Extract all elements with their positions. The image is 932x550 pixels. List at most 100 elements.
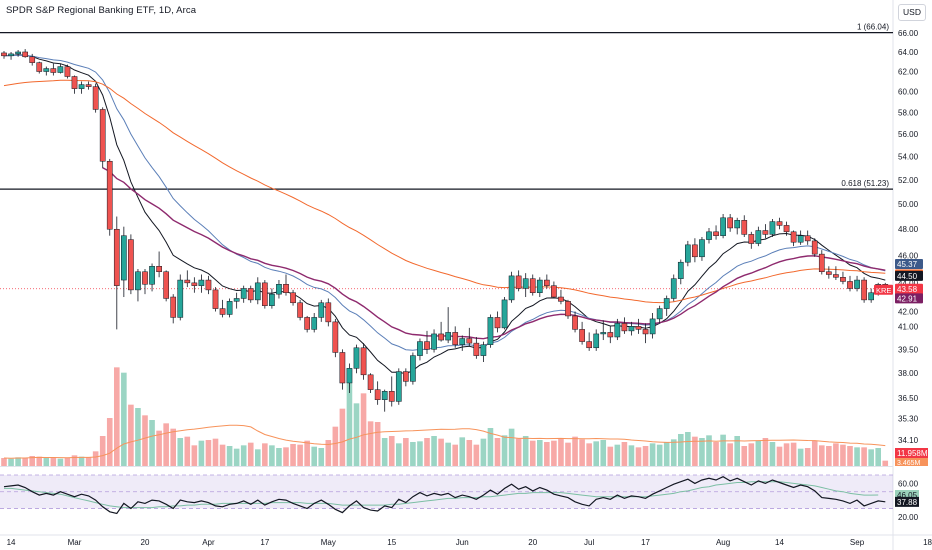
volume-bar bbox=[663, 442, 670, 466]
candle-body bbox=[240, 288, 247, 299]
candle-body bbox=[50, 68, 57, 73]
time-axis-label: 14 bbox=[7, 538, 16, 547]
candle-body bbox=[480, 344, 487, 356]
volume-bar bbox=[114, 367, 120, 466]
candle-body bbox=[360, 347, 367, 376]
price-tick-label: 50.00 bbox=[898, 200, 919, 209]
candle-body bbox=[579, 329, 585, 342]
volume-bar bbox=[811, 440, 818, 466]
volume-bar bbox=[311, 446, 317, 466]
candle-body bbox=[508, 275, 515, 301]
candle-body bbox=[847, 281, 853, 289]
volume-bar bbox=[819, 445, 825, 466]
time-axis-label: Sep bbox=[850, 538, 865, 547]
candle-body bbox=[685, 244, 691, 263]
chart-title: SPDR S&P Regional Banking ETF, 1D, Arca bbox=[6, 5, 197, 16]
candle-body bbox=[536, 279, 543, 293]
volume-bar bbox=[826, 446, 832, 466]
volume-bar bbox=[170, 428, 176, 466]
volume-bar bbox=[544, 442, 550, 466]
candle-body bbox=[833, 274, 839, 278]
volume-bar bbox=[212, 438, 219, 466]
fib-level-label: 0.618 (51.23) bbox=[841, 179, 889, 188]
candle-body bbox=[64, 66, 71, 77]
volume-bar bbox=[720, 434, 726, 466]
volume-bar bbox=[882, 460, 889, 466]
candle-body bbox=[840, 277, 846, 282]
volume-bar bbox=[783, 443, 790, 466]
currency-button[interactable]: USD bbox=[898, 4, 926, 21]
volume-bar bbox=[494, 438, 501, 466]
price-tick-label: 56.00 bbox=[898, 130, 919, 139]
volume-bar bbox=[262, 443, 268, 466]
candle-body bbox=[332, 321, 339, 353]
candle-body bbox=[106, 160, 113, 230]
volume-bar bbox=[332, 426, 339, 466]
candle-body bbox=[642, 329, 649, 335]
rsi-ma-line bbox=[4, 481, 879, 509]
candle-body bbox=[92, 86, 99, 110]
volume-bar bbox=[15, 457, 21, 466]
candle-body bbox=[713, 231, 719, 236]
volume-bar bbox=[727, 443, 733, 466]
time-axis-label: 15 bbox=[387, 538, 396, 547]
volume-bar bbox=[381, 438, 388, 466]
time-axis-label: Apr bbox=[202, 538, 215, 547]
volume-bar bbox=[797, 448, 804, 466]
candle-body bbox=[269, 293, 275, 306]
volume-bar bbox=[92, 451, 99, 466]
volume-bar bbox=[128, 404, 134, 466]
volume-bar bbox=[339, 408, 346, 466]
candle-body bbox=[205, 279, 212, 291]
volume-bar bbox=[325, 440, 332, 466]
volume-bar bbox=[861, 447, 867, 466]
volume-bar bbox=[755, 440, 762, 466]
rsi-value-tag bbox=[895, 490, 919, 501]
volume-bar bbox=[283, 447, 289, 466]
volume-bar bbox=[22, 458, 28, 466]
candle-body bbox=[325, 302, 332, 323]
price-tick-label: 34.10 bbox=[898, 436, 919, 445]
candle-body bbox=[487, 317, 494, 345]
volume-bar bbox=[558, 438, 564, 466]
candle-body bbox=[734, 220, 741, 229]
candle-body bbox=[621, 323, 628, 332]
candle-body bbox=[769, 221, 776, 235]
time-axis-label: 14 bbox=[775, 538, 784, 547]
volume-bar bbox=[367, 421, 374, 466]
candle-body bbox=[339, 352, 346, 384]
candle-body bbox=[276, 284, 282, 295]
candle-body bbox=[43, 68, 50, 72]
rsi-value-text: 46.05 bbox=[897, 491, 918, 500]
volume-bar bbox=[614, 444, 621, 466]
time-axis-label: 18 bbox=[923, 538, 932, 547]
price-tick-label: 60.00 bbox=[898, 88, 919, 97]
volume-bar bbox=[529, 440, 536, 466]
candle-body bbox=[149, 266, 155, 285]
volume-bar bbox=[706, 435, 712, 466]
candle-body bbox=[156, 266, 162, 273]
volume-bar bbox=[438, 438, 444, 466]
volume-bar bbox=[353, 403, 360, 466]
price-label-tag bbox=[895, 258, 923, 269]
volume-bar bbox=[36, 456, 43, 466]
candle-body bbox=[346, 368, 353, 384]
volume-bar bbox=[734, 436, 740, 466]
volume-bar bbox=[579, 439, 585, 466]
volume-bar bbox=[713, 442, 719, 466]
rsi-line bbox=[3, 476, 886, 515]
volume-bar bbox=[586, 443, 592, 466]
volume-bar bbox=[487, 428, 494, 466]
volume-bar bbox=[480, 438, 487, 466]
candle-body bbox=[184, 279, 191, 284]
volume-bar bbox=[741, 446, 748, 466]
rsi-tick-label: 60.00 bbox=[898, 479, 919, 488]
candle-body bbox=[318, 302, 325, 318]
volume-bar bbox=[621, 442, 628, 466]
time-axis-label: 17 bbox=[260, 538, 269, 547]
candle-body bbox=[473, 342, 480, 356]
candle-body bbox=[142, 271, 148, 285]
price-label-tag bbox=[895, 270, 923, 281]
